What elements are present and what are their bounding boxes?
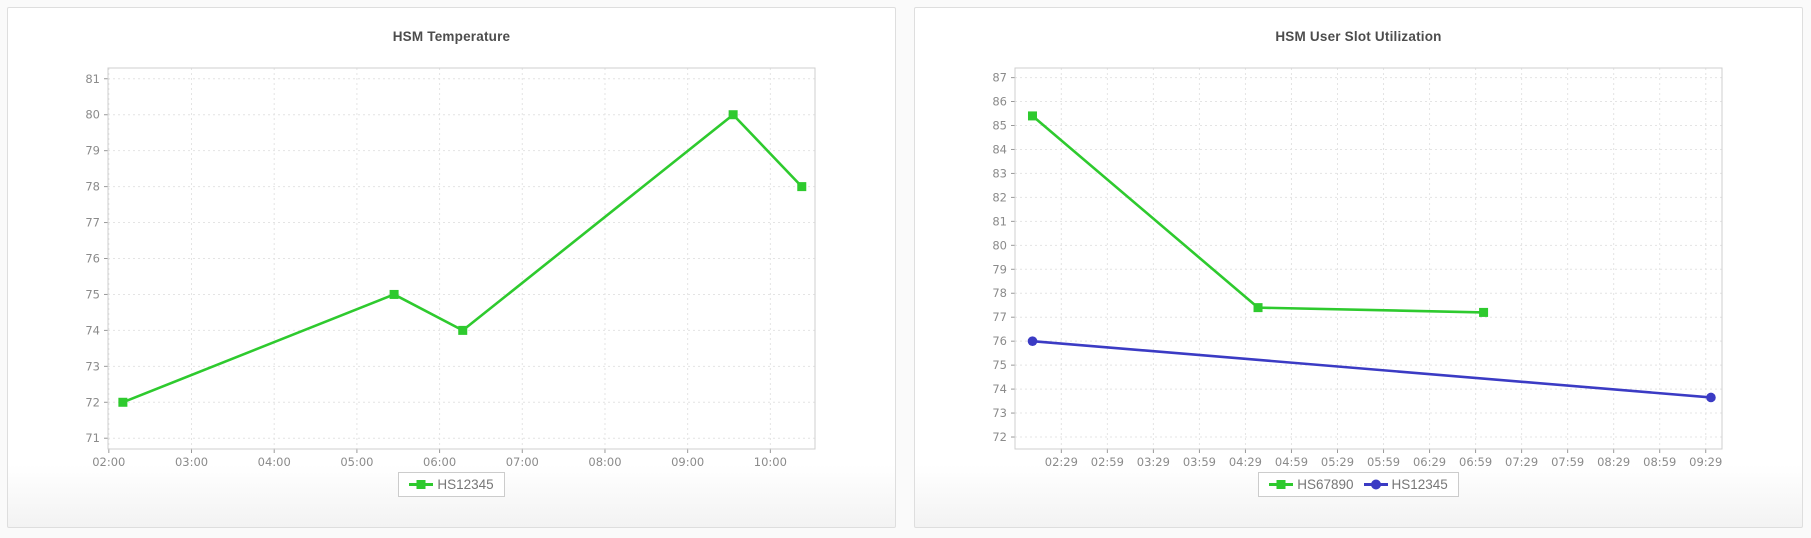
y-tick-label: 84 <box>992 142 1007 156</box>
legend-row: HS67890 HS12345 <box>915 472 1802 497</box>
y-tick-label: 78 <box>85 180 100 194</box>
plot-border <box>1014 67 1723 450</box>
y-tick-label: 72 <box>992 430 1007 444</box>
x-tick-label: 02:29 <box>1045 455 1078 469</box>
y-tick-label: 79 <box>85 144 100 158</box>
legend-row: HS12345 <box>8 472 895 497</box>
slot-utilization-chart: 02:29 02:59 03:29 03:59 04:29 04:59 05:29 05:59… <box>915 53 1802 471</box>
y-tick-label: 77 <box>85 216 100 230</box>
y-tick-label: 86 <box>992 95 1007 109</box>
x-tick-label: 06:59 <box>1459 455 1492 469</box>
hsm-temperature-panel: HSM Temperature 02:00 03:00 04:00 05:00 06:0… <box>7 7 896 528</box>
chart-canvas: 02:00 03:00 04:00 05:00 06:00 07:00 08:00 09:00… <box>85 67 816 469</box>
chart-title-temperature: HSM Temperature <box>392 29 511 44</box>
y-tick-label: 85 <box>992 119 1007 133</box>
data-point-marker[interactable] <box>797 182 807 192</box>
legend-label: HS12345 <box>1391 477 1448 492</box>
legend-item-hs12345[interactable]: HS12345 <box>1363 477 1448 492</box>
y-tick-label: 74 <box>992 382 1007 396</box>
y-tick-label: 75 <box>992 358 1007 372</box>
y-tick-label: 81 <box>85 72 100 86</box>
data-point-marker[interactable] <box>1027 111 1037 121</box>
y-tick-label: 77 <box>992 310 1007 324</box>
series-line-hs12345 <box>1032 339 1712 399</box>
legend-square-marker-icon <box>1269 480 1294 489</box>
legend-circle-marker-icon <box>1363 479 1388 490</box>
y-tick-label: 82 <box>992 190 1007 204</box>
x-tick-label: 03:00 <box>175 455 208 469</box>
x-tick-label: 06:00 <box>423 455 456 469</box>
y-tick-label: 74 <box>85 323 100 337</box>
y-tick-label: 72 <box>85 395 100 409</box>
y-tick-label: 71 <box>85 431 100 445</box>
y-tick-label: 75 <box>85 287 100 301</box>
x-tick-label: 07:59 <box>1551 455 1584 469</box>
x-tick-label: 07:29 <box>1505 455 1538 469</box>
legend-box: HS67890 HS12345 <box>1258 472 1459 497</box>
data-point-marker[interactable] <box>1706 392 1716 403</box>
y-tick-label: 73 <box>85 359 100 373</box>
x-tick-label: 04:59 <box>1275 455 1308 469</box>
legend-item-hs67890[interactable]: HS67890 <box>1269 477 1354 492</box>
plot-background <box>108 68 815 449</box>
y-tick-label: 80 <box>85 108 100 122</box>
y-tick-label: 76 <box>85 252 100 266</box>
plot-background <box>1015 68 1722 449</box>
x-tick-label: 02:00 <box>92 455 125 469</box>
data-point-marker[interactable] <box>458 325 468 335</box>
legend-label: HS12345 <box>437 477 494 492</box>
x-tick-label: 04:00 <box>258 455 291 469</box>
y-tick-label: 79 <box>992 262 1007 276</box>
y-tick-label: 78 <box>992 286 1007 300</box>
x-tick-label: 09:00 <box>671 455 704 469</box>
data-point-marker[interactable] <box>1027 336 1038 346</box>
x-tick-label: 05:59 <box>1367 455 1400 469</box>
data-point-marker[interactable] <box>118 397 128 407</box>
x-tick-label: 03:59 <box>1183 455 1216 469</box>
x-tick-label: 10:00 <box>754 455 787 469</box>
chart-canvas: 02:29 02:59 03:29 03:59 04:29 04:59 05:29 05:59… <box>992 67 1723 469</box>
y-tick-label: 87 <box>992 71 1007 85</box>
x-tick-label: 09:29 <box>1689 455 1722 469</box>
hsm-user-slot-utilization-panel: HSM User Slot Utilization 02:29 02:59 03:2… <box>914 7 1803 528</box>
x-tick-label: 05:00 <box>340 455 373 469</box>
x-tick-label: 06:29 <box>1413 455 1446 469</box>
legend-box: HS12345 <box>398 472 505 497</box>
x-tick-label: 05:29 <box>1321 455 1354 469</box>
y-tick-label: 80 <box>992 238 1007 252</box>
legend-item-hs12345[interactable]: HS12345 <box>409 477 494 492</box>
data-point-marker[interactable] <box>389 289 399 299</box>
x-tick-label: 08:59 <box>1643 455 1676 469</box>
y-tick-label: 83 <box>992 166 1007 180</box>
data-point-marker[interactable] <box>728 110 738 120</box>
legend-square-marker-icon <box>409 480 434 489</box>
y-tick-label: 76 <box>992 334 1007 348</box>
chart-title-slot-utilization: HSM User Slot Utilization <box>1275 29 1442 44</box>
plot-border <box>107 67 816 450</box>
x-tick-label: 04:29 <box>1229 455 1262 469</box>
legend-label: HS67890 <box>1297 477 1354 492</box>
temperature-chart: 02:00 03:00 04:00 05:00 06:00 07:00 08:00 09:00… <box>8 53 895 471</box>
x-tick-label: 08:29 <box>1597 455 1630 469</box>
x-tick-label: 07:00 <box>506 455 539 469</box>
y-tick-label: 73 <box>992 406 1007 420</box>
x-tick-label: 03:29 <box>1137 455 1170 469</box>
data-point-marker[interactable] <box>1479 307 1489 317</box>
x-tick-label: 02:59 <box>1091 455 1124 469</box>
data-point-marker[interactable] <box>1253 303 1263 313</box>
y-tick-label: 81 <box>992 214 1007 228</box>
x-tick-label: 08:00 <box>588 455 621 469</box>
